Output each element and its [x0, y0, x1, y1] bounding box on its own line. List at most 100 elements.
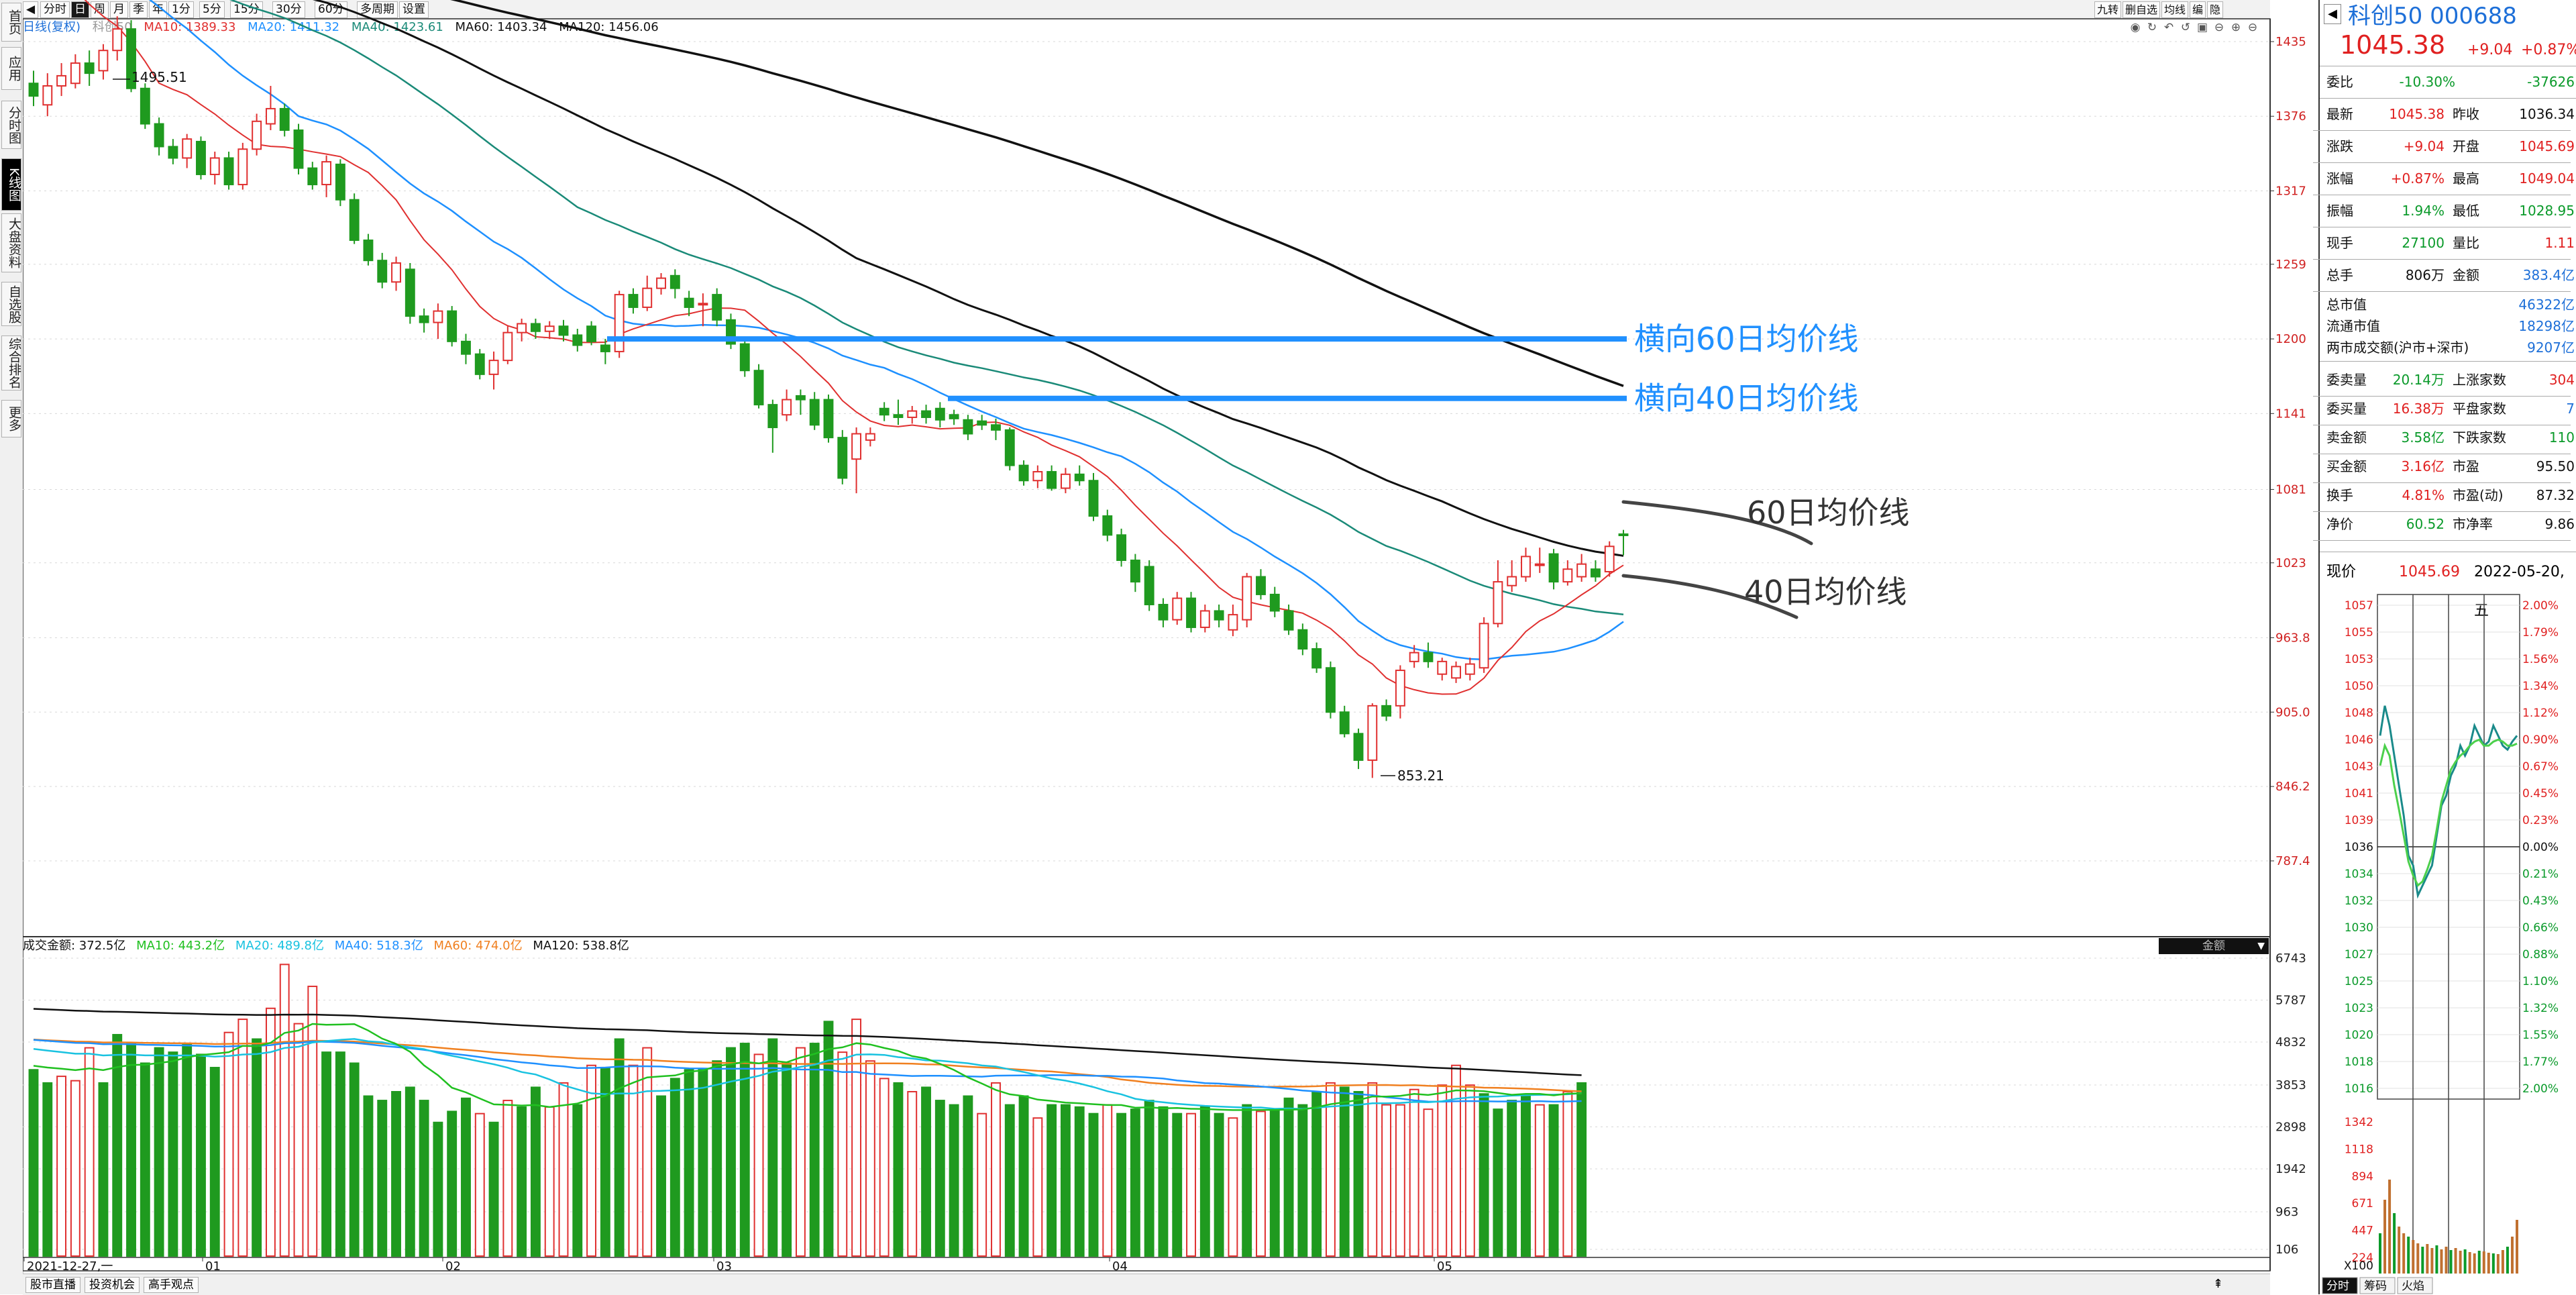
volume-ma20-line [33, 1038, 1582, 1110]
sidebar-item-7[interactable]: 更多 [1, 400, 21, 437]
intraday-pct-label: 0.45% [2522, 787, 2559, 800]
sidebar-item-1[interactable]: 应用 [1, 47, 21, 90]
volume-bar [698, 1069, 708, 1257]
period-button-1[interactable]: 日 [71, 1, 89, 18]
candle [893, 399, 904, 425]
period-button-5[interactable]: 年 [149, 1, 167, 18]
candle [530, 318, 541, 340]
candle [1534, 548, 1545, 573]
back-arrow-icon[interactable]: ◀ [2324, 4, 2341, 24]
candle [1590, 560, 1601, 582]
zoom-out-icon[interactable]: ⊖ [2214, 21, 2224, 34]
sidebar-item-2[interactable]: 分时图 [1, 101, 21, 149]
sidebar-item-0[interactable]: 首页 [1, 3, 21, 42]
bottom-tab-0[interactable]: 股市直播 [25, 1277, 80, 1293]
toolbar-right-button-1[interactable]: 删自选 [2123, 1, 2161, 18]
quote-date: 2022-05-20,五 [2474, 564, 2565, 619]
volume-bar [544, 1106, 555, 1257]
quote-row: 净价 60.52 市净率 9.86 [2326, 508, 2576, 540]
intraday-price-label: 1027 [2345, 948, 2373, 962]
candle [600, 339, 610, 364]
vol-ma60-label: MA60: 474.0亿 [433, 939, 523, 953]
volume-bar [823, 1021, 834, 1257]
candle [921, 405, 931, 424]
period-button-3[interactable]: 月 [110, 1, 128, 18]
quote-value: 60.52 [2406, 516, 2445, 532]
refresh-icon[interactable]: ↻ [2147, 21, 2157, 34]
candle [991, 418, 1001, 440]
volume-bar [1367, 1082, 1378, 1257]
candle [879, 402, 890, 421]
toolbar-right-button-0[interactable]: 九转 [2094, 1, 2122, 18]
quote-key: 昨收 [2453, 106, 2479, 122]
bottom-tab-1[interactable]: 投资机会 [85, 1277, 140, 1293]
candle-body [753, 370, 764, 406]
amount-selector[interactable]: 金额 ▼ [2159, 938, 2269, 954]
candle-body [112, 28, 123, 52]
quote-row: 换手 4.81% 市盈(动) 87.32 [2326, 479, 2576, 511]
candle [265, 85, 276, 130]
intraday-volume-unit: X100 [2344, 1259, 2373, 1273]
intraday-volume-label: 224 [2352, 1251, 2373, 1265]
volume-ma40-line [33, 1039, 1582, 1103]
candle [544, 321, 555, 340]
period-button-0[interactable]: 分时 [40, 1, 70, 18]
bottom-tab-2[interactable]: 高手观点 [144, 1277, 199, 1293]
minus-icon[interactable]: ⊖ [2247, 21, 2258, 34]
intraday-tab-2[interactable] [2397, 1277, 2433, 1294]
quote-value: 27100 [2402, 235, 2445, 251]
period-button-11[interactable]: 多周期 [357, 1, 398, 18]
intraday-price-line [2379, 705, 2518, 899]
quote-row: 总手 806万 金额 383.4亿 [2326, 259, 2576, 291]
toolbar-right-button-4[interactable]: 隐 [2207, 1, 2224, 18]
candle-body [502, 331, 513, 362]
candle-body [628, 294, 639, 308]
period-button-7[interactable]: 5分 [199, 1, 225, 18]
back-arrow-icon[interactable]: ◀ [23, 1, 39, 18]
period-button-2[interactable]: 周 [91, 1, 109, 18]
candle [572, 328, 583, 352]
weibi-key: 委比 [2326, 74, 2353, 90]
period-label[interactable]: 日线(复权) [23, 20, 81, 34]
sidebar-item-label: 更多 [7, 406, 21, 431]
quote-key: 卖金额 [2326, 429, 2367, 446]
price-axis-label: 905.0 [2275, 705, 2310, 719]
collapse-arrow-icon[interactable]: ⇞ [2212, 1277, 2223, 1291]
lock-icon[interactable]: ▣ [2196, 21, 2208, 34]
zoom-in-icon[interactable]: ⊕ [2231, 21, 2241, 34]
quote-key: 市净率 [2453, 516, 2493, 532]
intraday-tab-0[interactable] [2322, 1277, 2358, 1294]
sidebar-item-4[interactable]: 大盘资料 [1, 213, 21, 272]
undo-icon[interactable]: ↶ [2163, 21, 2174, 34]
ma60-line [312, 0, 1624, 557]
quote-key: 金额 [2453, 267, 2479, 283]
candle [1060, 468, 1071, 494]
intraday-pct-label: 0.67% [2522, 760, 2559, 774]
volume-bar [739, 1043, 750, 1257]
candle-body [1283, 610, 1294, 631]
sidebar-item-5[interactable]: 自选股 [1, 282, 21, 326]
candle [252, 113, 262, 156]
candle-body [1367, 705, 1378, 761]
quote-key: 委买量 [2326, 401, 2367, 417]
eye-icon[interactable]: ◉ [2130, 21, 2141, 34]
candle-body [126, 28, 136, 89]
kline-chart[interactable]: 1435 1376 1317 1259 1200 1141 1081 1023 963.8 905… [23, 0, 2318, 1294]
period-button-6[interactable]: 1分 [168, 1, 194, 18]
market-value: 18298亿 [2518, 318, 2575, 334]
intraday-tab-1[interactable] [2359, 1277, 2396, 1294]
intraday-price-label: 1043 [2345, 760, 2373, 774]
candle-body [1186, 597, 1196, 628]
toolbar-right-button-3[interactable]: 编 [2190, 1, 2206, 18]
period-button-12[interactable]: 设置 [399, 1, 429, 18]
toolbar-right-button-2[interactable]: 均线 [2161, 1, 2189, 18]
period-button-4[interactable]: 季 [129, 1, 148, 18]
price-axis-label: 1259 [2275, 258, 2306, 272]
sidebar-item-6[interactable]: 综合排名 [1, 335, 21, 391]
intraday-chart[interactable]: 1057 2.00% 1055 1.79% 1053 1.56% 1050 1.34% 1048… [2320, 590, 2576, 1294]
period-button-8[interactable]: 15分 [230, 1, 263, 18]
candle-body [530, 323, 541, 332]
sidebar-item-3[interactable]: K线图 [1, 158, 21, 211]
candle [1242, 572, 1252, 627]
reset-icon[interactable]: ↺ [2180, 21, 2191, 34]
